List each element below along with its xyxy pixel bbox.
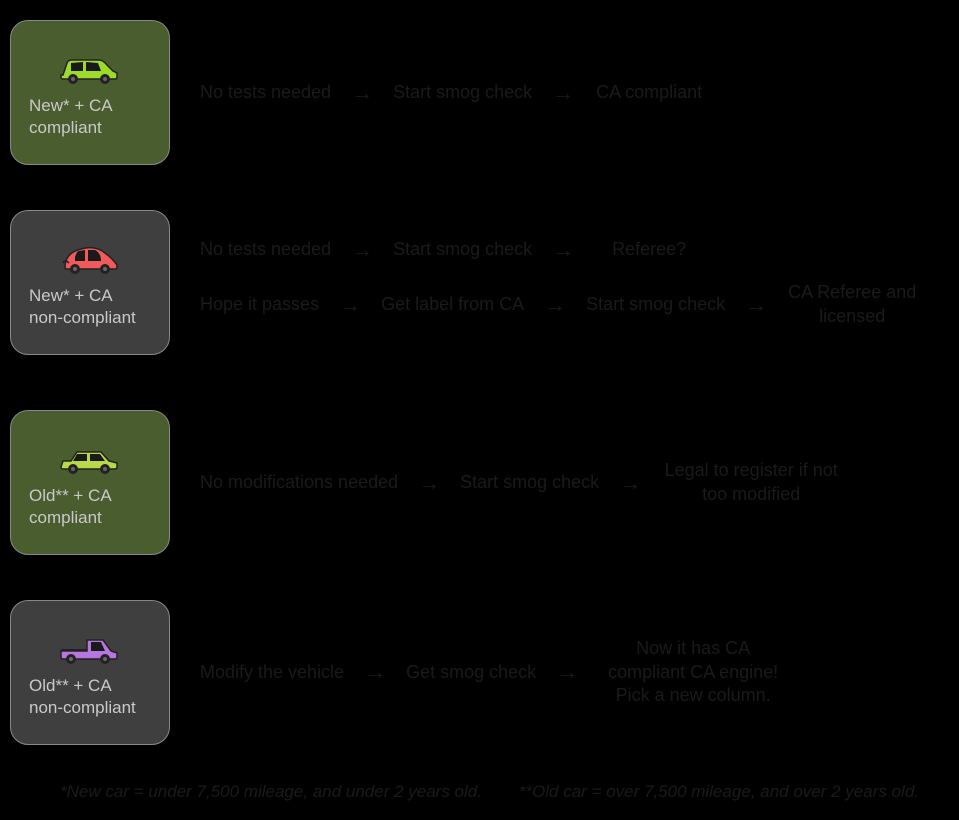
step: Now it has CA compliant CA engine! Pick … [598,637,788,707]
step: Start smog check [393,81,532,104]
arrow-icon: → [619,470,641,496]
footnote-new: *New car = under 7,500 mileage, and unde… [60,782,482,802]
arrow-icon: → [418,470,440,496]
arrow-icon: → [351,237,373,263]
row-3-steps: No modifications needed → Start smog che… [170,459,949,506]
arrow-icon: → [552,80,574,106]
step: No tests needed [200,238,331,261]
step: Hope it passes [200,293,319,316]
step: Get smog check [406,661,536,684]
card-new-noncompliant: New* + CAnon-compliant [10,210,170,355]
row-2-steps: No tests needed → Start smog check → Ref… [170,210,949,355]
arrow-icon: → [351,80,373,106]
card-label: Old** + CAnon-compliant [11,675,169,718]
step: Start smog check [586,293,725,316]
suv-green-icon [55,47,125,87]
arrow-icon: → [544,292,566,318]
row-3: Old** + CAcompliant No modifications nee… [10,410,949,555]
row-1: New* + CAcompliant No tests needed → Sta… [10,20,949,165]
card-label: New* + CAcompliant [11,95,169,138]
beetle-red-icon [55,237,125,277]
arrow-icon: → [364,659,386,685]
card-old-compliant: Old** + CAcompliant [10,410,170,555]
row-2: New* + CAnon-compliant No tests needed →… [10,210,949,355]
row-4: Old** + CAnon-compliant Modify the vehic… [10,600,949,745]
footnote-old: **Old car = over 7,500 mileage, and over… [519,782,919,802]
step: No modifications needed [200,471,398,494]
step: Get label from CA [381,293,524,316]
step: No tests needed [200,81,331,104]
step: Start smog check [460,471,599,494]
step: Modify the vehicle [200,661,344,684]
step: Referee? [594,238,704,261]
sedan-yellowgreen-icon [55,437,125,477]
pickup-purple-icon [55,627,125,667]
step: Start smog check [393,238,532,261]
row-4-steps: Modify the vehicle → Get smog check → No… [170,637,949,707]
card-label: Old** + CAcompliant [11,485,169,528]
row-1-steps: No tests needed → Start smog check → CA … [170,80,949,106]
arrow-icon: → [339,292,361,318]
flowchart-container: New* + CAcompliant No tests needed → Sta… [0,0,959,820]
row-2-line-2: Hope it passes → Get label from CA → Sta… [200,281,949,328]
step: Legal to register if not too modified [661,459,841,506]
card-old-noncompliant: Old** + CAnon-compliant [10,600,170,745]
card-new-compliant: New* + CAcompliant [10,20,170,165]
row-2-line-1: No tests needed → Start smog check → Ref… [200,237,949,263]
card-label: New* + CAnon-compliant [11,285,169,328]
arrow-icon: → [745,292,767,318]
step: CA compliant [594,81,704,104]
arrow-icon: → [556,659,578,685]
footnotes: *New car = under 7,500 mileage, and unde… [60,782,919,802]
arrow-icon: → [552,237,574,263]
step: CA Referee and licensed [787,281,917,328]
